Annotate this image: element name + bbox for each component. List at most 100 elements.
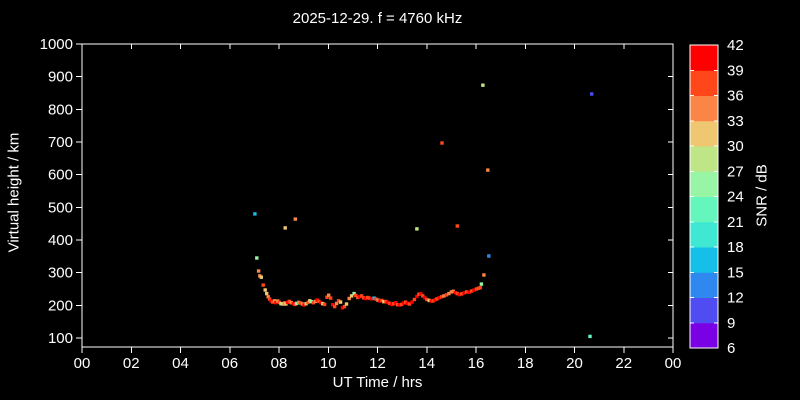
data-point [360, 294, 364, 298]
data-point [321, 302, 325, 306]
colorbar-tick-label: 18 [727, 239, 744, 256]
data-point [362, 296, 366, 300]
data-point [372, 296, 376, 300]
data-point [487, 254, 491, 258]
data-point [313, 299, 318, 304]
y-tick-label: 800 [48, 101, 73, 118]
data-point [482, 273, 486, 277]
data-point [261, 283, 265, 287]
data-point [455, 224, 459, 228]
data-point [435, 297, 439, 301]
data-point [322, 302, 327, 307]
colorbar-segment [690, 120, 718, 147]
data-point [354, 293, 358, 298]
data-point [266, 295, 270, 299]
y-tick-label: 1000 [40, 36, 73, 53]
y-tick-label: 400 [48, 232, 73, 249]
data-point [384, 299, 388, 304]
data-point [302, 303, 306, 307]
data-point [419, 291, 423, 296]
data-point [392, 302, 396, 306]
x-tick-label: 00 [665, 355, 682, 372]
data-point [394, 301, 398, 305]
data-point [263, 288, 267, 292]
colorbar-segment [690, 95, 718, 122]
data-point [376, 298, 380, 302]
data-point [401, 301, 406, 305]
data-point [336, 299, 341, 303]
data-point [453, 290, 457, 295]
data-point [415, 227, 419, 231]
data-point [285, 300, 290, 305]
colorbar-tick-label: 15 [727, 264, 744, 281]
data-point [467, 290, 471, 294]
x-tick-label: 18 [517, 355, 534, 372]
data-point [449, 290, 454, 294]
x-tick-label: 08 [271, 355, 288, 372]
data-point [338, 300, 343, 304]
data-point [333, 304, 337, 309]
y-tick-label: 700 [48, 134, 73, 151]
data-point [442, 294, 446, 298]
data-point [265, 291, 269, 296]
data-point [590, 92, 594, 96]
data-point [464, 290, 469, 294]
x-tick-label: 20 [566, 355, 583, 372]
data-point [380, 298, 384, 303]
data-point [340, 306, 345, 310]
colorbar-tick-label: 21 [727, 214, 744, 231]
data-point [304, 302, 308, 306]
data-point [331, 303, 335, 307]
data-point [306, 300, 310, 305]
x-tick-label: 14 [418, 355, 435, 372]
x-tick-label: 12 [369, 355, 386, 372]
data-point [349, 294, 354, 298]
data-point [269, 299, 273, 303]
data-point [469, 289, 474, 293]
data-point [429, 299, 433, 303]
data-point [309, 300, 314, 304]
colorbar-tick-label: 39 [727, 62, 744, 79]
data-point [410, 300, 414, 304]
colorbar-tick-label: 24 [727, 189, 744, 206]
data-point [399, 302, 404, 307]
colorbar-segment [690, 70, 718, 96]
data-point [447, 291, 451, 296]
x-tick-label: 22 [615, 355, 632, 372]
data-point [451, 289, 455, 293]
data-point [417, 292, 421, 296]
data-point [474, 287, 479, 291]
data-point [396, 303, 400, 307]
data-point [356, 295, 360, 300]
data-point [403, 300, 408, 304]
data-point [415, 294, 419, 299]
data-point [386, 300, 390, 305]
data-point [427, 298, 431, 303]
data-point [293, 217, 297, 221]
data-point [481, 83, 485, 87]
colorbar-tick-label: 27 [727, 163, 744, 180]
colorbar-segment [690, 196, 718, 223]
data-point [367, 296, 372, 300]
data-point [457, 292, 461, 297]
data-point [412, 297, 417, 302]
data-point [440, 141, 444, 145]
y-tick-label: 200 [48, 297, 73, 314]
data-point [382, 300, 386, 304]
data-point [358, 294, 362, 299]
x-tick-label: 04 [172, 355, 189, 372]
colorbar-segment [690, 146, 718, 172]
data-point [431, 299, 435, 303]
data-point [327, 293, 331, 297]
data-point [352, 291, 356, 296]
y-tick-label: 100 [48, 330, 73, 347]
data-point [342, 304, 347, 309]
data-point [433, 298, 437, 302]
colorbar-tick-label: 42 [727, 37, 744, 54]
x-tick-label: 00 [74, 355, 91, 372]
x-tick-label: 10 [320, 355, 337, 372]
data-point [364, 296, 368, 301]
x-tick-label: 06 [221, 355, 238, 372]
data-point [256, 269, 261, 273]
data-point [405, 301, 410, 306]
